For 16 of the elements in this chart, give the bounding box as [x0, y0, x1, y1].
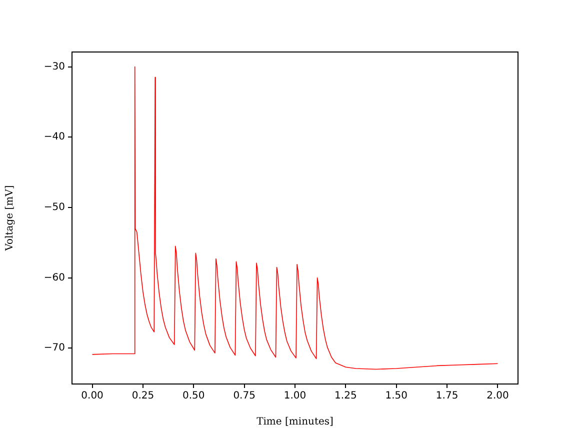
y-axis-title: Voltage [mV] [4, 185, 16, 252]
x-tick-label: 0.50 [182, 390, 205, 402]
x-tick-label: 0.75 [233, 390, 256, 402]
x-tick-label: 0.25 [132, 390, 154, 402]
y-tick-label: −50 [44, 202, 65, 214]
x-tick-label: 1.75 [436, 390, 458, 402]
y-tick-label: −70 [44, 342, 65, 354]
x-tick-label: 2.00 [486, 390, 509, 402]
y-tick-label: −30 [44, 61, 65, 72]
x-tick-label: 1.00 [284, 390, 306, 402]
y-tick-label: −40 [44, 132, 65, 143]
x-tick-label: 1.50 [385, 390, 408, 402]
x-tick-label: 0.00 [81, 390, 104, 402]
x-axis-title: Time [minutes] [256, 416, 334, 428]
x-tick-label: 1.25 [334, 390, 357, 402]
y-tick-label: −60 [44, 272, 65, 284]
